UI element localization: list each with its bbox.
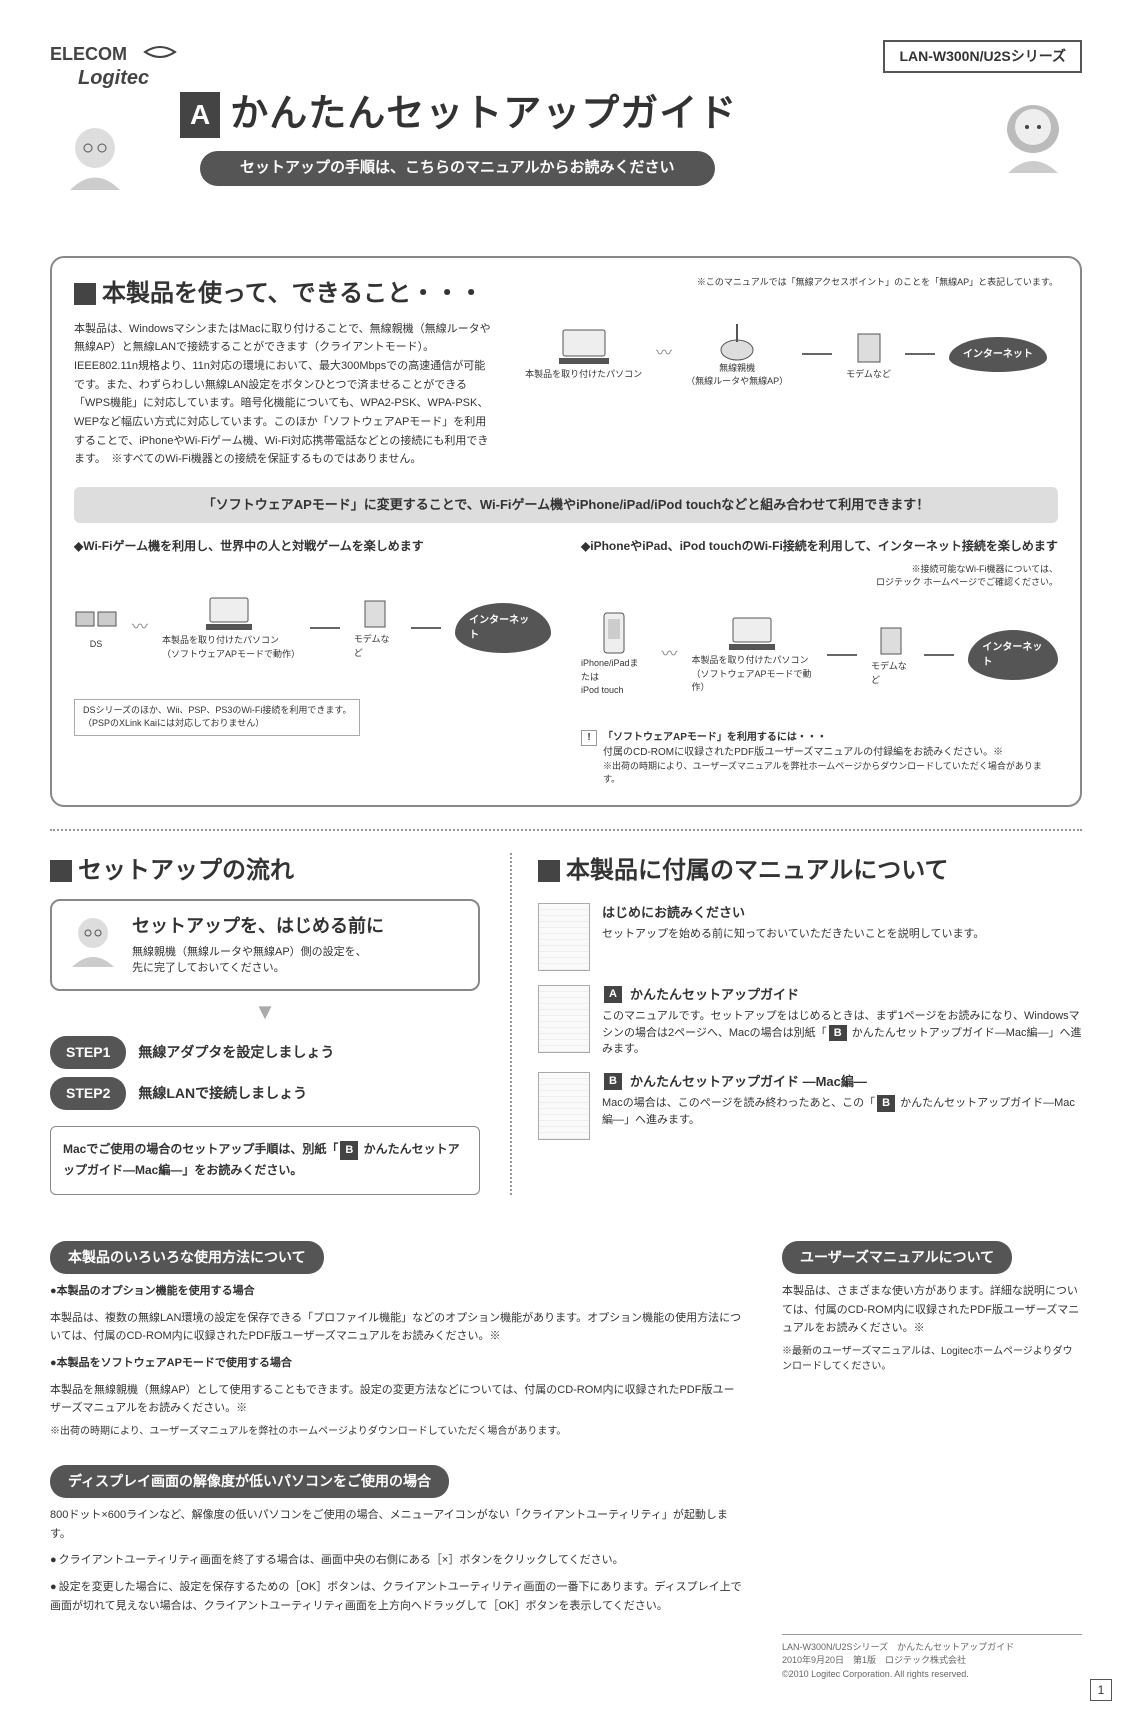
softap-howto-note: ! 「ソフトウェアAPモード」を利用するには・・・ 付属のCD-ROMに収録され… xyxy=(581,730,1058,787)
alert-icon: ! xyxy=(581,730,597,746)
softap-highlight-bar: 「ソフトウェアAPモード」に変更することで、Wi-Fiゲーム機やiPhone/i… xyxy=(74,487,1058,523)
title-badge: A xyxy=(180,92,220,138)
softap-iphone-column: ◆iPhoneやiPad、iPod touchのWi-Fi接続を利用して、インタ… xyxy=(581,537,1058,787)
step-2: STEP2 無線LANで接続しましょう xyxy=(50,1077,480,1110)
step-1: STEP1 無線アダプタを設定しましょう xyxy=(50,1036,480,1069)
section-capabilities: 本製品を使って、できること・・・ ※このマニュアルでは「無線アクセスポイント」の… xyxy=(50,256,1082,807)
softap-game-column: ◆Wi-Fiゲーム機を利用し、世界中の人と対戦ゲームを楽しめます DS 〰 本製… xyxy=(74,537,551,787)
arrow-down-icon: ▼ xyxy=(50,995,480,1028)
flow-pre-title: セットアップを、はじめる前に xyxy=(132,913,384,940)
manual-thumb-icon xyxy=(538,903,590,971)
game-compat-note: DSシリーズのほか、Wii、PSP、PS3のWi-Fi接続を利用できます。 （P… xyxy=(74,699,360,736)
lowres-bullet-2: 設定を変更した場合に、設定を保存するための［OK］ボタンは、クライアントユーティ… xyxy=(50,1578,742,1615)
lowres-heading: ディスプレイ画面の解像度が低いパソコンをご使用の場合 xyxy=(50,1465,449,1498)
ap-terminology-note: ※このマニュアルでは「無線アクセスポイント」のことを「無線AP」と表記しています… xyxy=(697,276,1058,290)
manual-guide-b: Bかんたんセットアップガイド ―Mac編― Macの場合は、このページを読み終わ… xyxy=(538,1072,1082,1140)
series-label: LAN-W300N/U2Sシリーズ xyxy=(883,40,1082,73)
usermanual-download-note: ※最新のユーザーズマニュアルは、Logitecホームページよりダウンロードしてく… xyxy=(782,1344,1082,1374)
usage-opt-body: 本製品は、複数の無線LAN環境の設定を保存できる「プロファイル機能」などのオプシ… xyxy=(50,1309,742,1346)
capabilities-body: 本製品は、WindowsマシンまたはMacに取り付けることで、無線親機（無線ルー… xyxy=(74,320,494,470)
sub-title: セットアップの手順は、こちらのマニュアルからお読みください xyxy=(200,151,715,186)
lowres-bullet-1: クライアントユーティリティ画面を終了する場合は、画面中央の右側にある［×］ボタン… xyxy=(50,1551,742,1570)
avatar-girl xyxy=(994,95,1072,178)
usage-softap-body: 本製品を無線親機（無線AP）として使用することもできます。設定の変更方法などにつ… xyxy=(50,1381,742,1418)
manual-thumb-icon xyxy=(538,1072,590,1140)
usage-opt-heading: ●本製品のオプション機能を使用する場合 xyxy=(50,1285,255,1297)
manual-thumb-icon xyxy=(538,985,590,1053)
main-title: かんたんセットアップガイド xyxy=(230,86,737,143)
usage-softap-heading: ●本製品をソフトウェアAPモードで使用する場合 xyxy=(50,1357,292,1369)
client-mode-diagram: 本製品を取り付けたパソコン 〰 無線親機 （無線ルータや無線AP） モデムなど … xyxy=(514,320,1058,470)
usermanual-body: 本製品は、さまざまな使い方があります。詳細な説明については、付属のCD-ROM内… xyxy=(782,1282,1082,1338)
avatar-icon xyxy=(66,913,120,967)
avatar-boy xyxy=(60,120,130,195)
mac-setup-note: Macでご使用の場合のセットアップ手順は、別紙「B かんたんセットアップガイド―… xyxy=(50,1126,480,1195)
manual-guide-a: Aかんたんセットアップガイド このマニュアルです。セットアップをはじめるときは、… xyxy=(538,985,1082,1058)
footer-meta: LAN-W300N/U2Sシリーズ かんたんセットアップガイド 2010年9月2… xyxy=(782,1634,1082,1682)
usermanual-heading: ユーザーズマニュアルについて xyxy=(782,1241,1012,1274)
flow-pre-desc: 無線親機（無線ルータや無線AP）側の設定を、 先に完了しておいてください。 xyxy=(132,944,384,977)
svg-text:ELECOM: ELECOM xyxy=(50,44,127,64)
manual-readme: はじめにお読みください セットアップを始める前に知っておいていただきたいことを説… xyxy=(538,903,1082,971)
lowres-intro: 800ドット×600ラインなど、解像度の低いパソコンをご使用の場合、メニューアイ… xyxy=(50,1506,742,1543)
section-bundled-manuals: 本製品に付属のマニュアルについて はじめにお読みください セットアップを始める前… xyxy=(510,853,1082,1195)
section-setup-flow: セットアップの流れ セットアップを、はじめる前に 無線親機（無線ルータや無線AP… xyxy=(50,853,480,1195)
page-number: 1 xyxy=(1090,1679,1112,1701)
usage-download-note: ※出荷の時期により、ユーザーズマニュアルを弊社のホームページよりダウンロードして… xyxy=(50,1424,742,1439)
usage-heading: 本製品のいろいろな使用方法について xyxy=(50,1241,324,1274)
